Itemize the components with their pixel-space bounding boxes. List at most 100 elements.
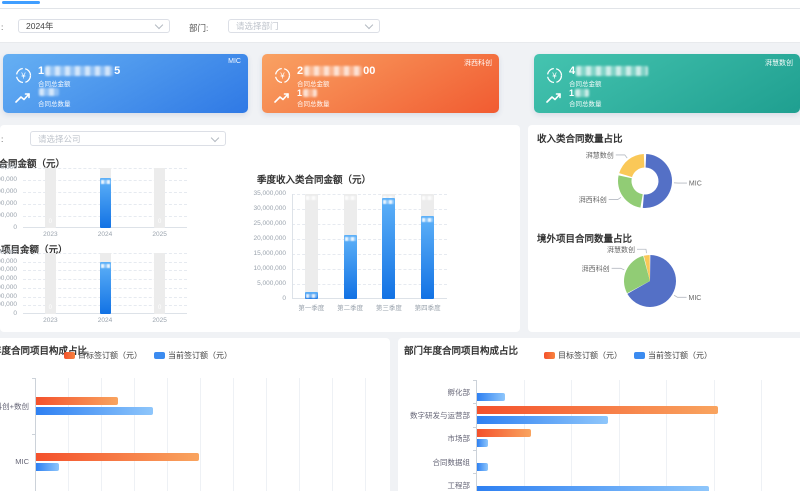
redacted-bar-label <box>422 196 434 200</box>
value-bar <box>421 215 435 299</box>
grid-line <box>619 380 620 491</box>
redacted-value <box>304 66 363 76</box>
annual-income-chart-title: 收入类合同金额（元） <box>0 159 66 170</box>
pie-slice <box>619 154 645 178</box>
axis-tick <box>32 434 35 435</box>
total-amount-value: 4 <box>569 65 649 77</box>
y-axis-tick-label: 5,000,000 <box>257 280 286 287</box>
active-tab-indicator[interactable] <box>2 1 40 4</box>
value-bar <box>99 261 111 314</box>
x-axis-category-label: 第四季度 <box>414 305 441 312</box>
legend-swatch-blue <box>634 352 645 359</box>
legend: 目标签订额（元） 当前签订额（元） <box>64 350 232 361</box>
total-count-value: 1 <box>297 88 318 98</box>
grid-line <box>714 380 715 491</box>
y-axis-line <box>292 194 293 299</box>
company-select-placeholder: 请选择公司 <box>38 133 81 144</box>
yuan-circle-icon: ¥ <box>546 67 563 89</box>
y-axis-tick-label: 10,000,000 <box>0 292 17 300</box>
redacted-bar-label <box>344 237 356 242</box>
card-company-tag: 湃慧数创 <box>765 60 793 67</box>
category-label: 工程部 <box>447 480 471 490</box>
legend-swatch-orange <box>544 352 555 359</box>
redacted-value <box>303 89 318 97</box>
overseas-count-pie-chart: MIC 湃西科创 湃慧数创 <box>582 245 701 307</box>
redacted-value <box>45 66 114 76</box>
x-axis-category-label: 2025 <box>152 231 167 238</box>
current-bar <box>477 439 489 448</box>
y-axis-tick-label: 20,000,000 <box>0 212 17 219</box>
svg-text:¥: ¥ <box>279 72 285 81</box>
target-bar <box>36 453 200 461</box>
y-axis-tick-label: 40,000,000 <box>0 200 17 207</box>
chevron-down-icon <box>154 20 164 30</box>
target-bar <box>36 397 118 405</box>
category-label: 市场部 <box>447 434 471 444</box>
background-bar <box>304 194 318 299</box>
dept-select[interactable]: 请选择部门 <box>228 19 380 33</box>
redacted-value <box>575 89 590 97</box>
axis-tick <box>473 380 476 381</box>
legend-item-current[interactable]: 当前签订额（元） <box>634 350 712 361</box>
category-label: 科创+数创 <box>0 402 29 411</box>
grid-line <box>200 378 201 491</box>
year-select[interactable]: 2024年 <box>18 19 170 33</box>
axis-tick <box>473 473 476 474</box>
pie-slice <box>642 154 673 208</box>
svg-text:¥: ¥ <box>20 72 26 81</box>
pie-slice-label: 湃西科创 <box>582 264 610 273</box>
total-count-value <box>38 88 59 96</box>
grid-line <box>266 378 267 491</box>
grid-line <box>761 380 762 491</box>
pie-label-connector <box>673 294 687 298</box>
svg-text:¥: ¥ <box>551 72 557 81</box>
total-amount-label: 合同总金额 <box>297 81 330 88</box>
legend-item-target[interactable]: 目标签订额（元） <box>544 350 622 361</box>
kpi-card-paihuishuchuang: 湃慧数创 ¥ 4 合同总金额 1 合同总数量 <box>534 54 800 113</box>
axis-tick <box>473 450 476 451</box>
grid-line <box>666 380 667 491</box>
card-company-tag: 湃西科创 <box>464 60 492 67</box>
target-bar <box>477 405 718 414</box>
grid-line <box>292 209 447 210</box>
legend-item-current[interactable]: 当前签订额（元） <box>154 350 232 361</box>
current-bar <box>36 407 153 415</box>
y-axis-tick-label: 35,000,000 <box>253 190 286 197</box>
grid-line <box>332 378 333 491</box>
total-count-label: 合同总数量 <box>38 101 71 108</box>
company-select[interactable]: 请选择公司 <box>30 131 226 146</box>
quarterly-bar-chart: 0 5,000,000 10,000,000 15,000,000 20,000,000… <box>253 190 447 312</box>
total-amount-label: 合同总金额 <box>38 81 71 88</box>
pie-slice-label: MIC <box>689 181 702 188</box>
y-axis-tick-label: 5,000,000 <box>0 301 17 309</box>
annual-income-bar-chart: 0 20,000,000 40,000,000 60,000,000 80,000,00… <box>0 164 187 238</box>
annual-composition-title: 年度合同项目构成占比 <box>0 346 88 357</box>
y-axis-tick-label: 30,000,000 <box>253 205 286 212</box>
axis-tick <box>473 403 476 404</box>
total-count-value: 1 <box>569 88 590 98</box>
category-axis-line <box>35 378 36 491</box>
yuan-circle-icon: ¥ <box>274 67 291 89</box>
current-bar <box>477 415 609 424</box>
x-axis-category-label: 第一季度 <box>298 305 325 312</box>
y-axis-tick-label: 35,000,000 <box>0 249 17 256</box>
trend-up-icon <box>274 91 290 109</box>
chevron-down-icon <box>210 133 220 142</box>
x-axis-category-label: 2023 <box>43 231 58 238</box>
kpi-card-paixikechuang: 湃西科创 ¥ 2 00 合同总金额 1 合同总数量 <box>262 54 499 113</box>
current-bar <box>477 462 489 471</box>
card-company-tag: MIC <box>228 58 241 65</box>
target-bar <box>477 429 532 438</box>
x-axis-category-label: 2025 <box>152 317 167 324</box>
legend-item-target[interactable]: 目标签订额（元） <box>64 350 142 361</box>
zero-value-label: 0 <box>48 305 52 311</box>
grid-line <box>292 224 447 225</box>
category-label: 数字研发与运营部 <box>410 410 470 420</box>
background-bar <box>154 253 166 314</box>
x-axis-category-label: 2024 <box>97 231 113 238</box>
background-bar <box>44 253 56 314</box>
redacted-bar-label <box>422 217 434 222</box>
current-bar <box>36 463 60 471</box>
overseas-amount-bar-chart: 05,000,00010,000,00015,000,00020,000,000… <box>0 249 187 324</box>
